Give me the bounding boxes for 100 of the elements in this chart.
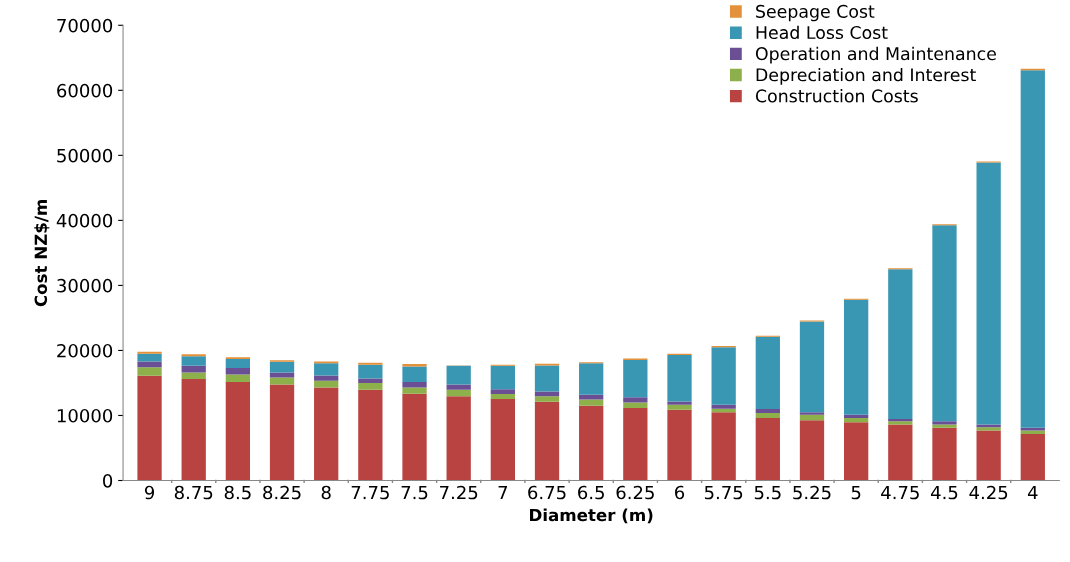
- y-tick-label: 40000: [56, 213, 113, 228]
- y-tick-label: 10000: [57, 408, 113, 423]
- x-tick-label: 4.5: [931, 485, 958, 500]
- bar: [755, 412, 780, 419]
- bar: [623, 408, 648, 481]
- bar: [711, 347, 736, 405]
- bar: [667, 409, 692, 481]
- bar: [225, 381, 251, 481]
- bar: [358, 382, 383, 390]
- bar: [490, 389, 515, 395]
- bar: [314, 375, 339, 381]
- bar: [799, 321, 825, 413]
- bar: [976, 430, 1001, 481]
- bar: [490, 398, 515, 481]
- bar: [225, 374, 251, 382]
- bar: [844, 414, 869, 419]
- x-tick-label: 8.25: [263, 485, 301, 500]
- bar: [799, 412, 825, 415]
- x-tick-label: 7.75: [351, 485, 389, 500]
- bar: [314, 387, 339, 481]
- bar: [1020, 430, 1045, 435]
- bar: [490, 394, 515, 399]
- bar: [137, 367, 162, 376]
- legend-label: Seepage Cost: [756, 4, 875, 22]
- bar: [755, 408, 780, 413]
- y-tick-label: 30000: [57, 278, 113, 293]
- bar: [534, 401, 560, 481]
- bar: [534, 391, 560, 397]
- bar: [932, 225, 957, 422]
- bar: [844, 299, 869, 415]
- bar: [181, 365, 206, 373]
- bar: [579, 363, 604, 395]
- bar: [1020, 70, 1045, 428]
- bar: [579, 399, 604, 406]
- legend-label: Operation and Maintenance: [755, 46, 996, 64]
- bar: [358, 364, 383, 379]
- bar: [755, 336, 780, 409]
- x-tick-label: 4: [1027, 485, 1038, 500]
- bar: [976, 162, 1001, 425]
- y-tick-label: 20000: [57, 343, 113, 358]
- bar: [314, 380, 339, 388]
- bar: [888, 269, 913, 420]
- bar: [579, 405, 604, 481]
- bar: [446, 389, 471, 397]
- bar: [932, 427, 957, 481]
- x-axis-title: Diameter (m): [530, 508, 653, 524]
- bar: [269, 361, 295, 373]
- bar: [402, 366, 427, 382]
- bar: [137, 353, 162, 362]
- bar: [490, 365, 515, 390]
- bar: [1020, 434, 1045, 481]
- bar: [181, 356, 206, 366]
- bar: [446, 396, 471, 481]
- bar: [844, 418, 869, 423]
- x-tick-label: 7: [498, 485, 508, 500]
- bar: [402, 387, 427, 394]
- x-tick-label: 6.5: [578, 485, 604, 500]
- bar: [799, 420, 825, 481]
- x-tick-label: 7.25: [440, 485, 478, 500]
- bar: [623, 397, 648, 403]
- bar: [358, 378, 383, 383]
- bar: [534, 396, 560, 402]
- bar: [358, 389, 383, 481]
- bar: [314, 363, 339, 376]
- bar: [269, 377, 295, 385]
- legend-label: Construction Costs: [755, 89, 918, 103]
- x-tick-label: 4.75: [881, 485, 919, 500]
- bar: [844, 422, 869, 481]
- bar: [446, 384, 471, 390]
- bar: [534, 365, 560, 392]
- bar: [402, 381, 427, 388]
- bar: [225, 368, 251, 375]
- bar: [711, 412, 736, 481]
- x-tick-label: 5.25: [793, 485, 831, 500]
- bar: [402, 393, 427, 481]
- y-axis-title: Cost NZ$/m: [34, 199, 50, 307]
- bar: [667, 355, 692, 402]
- x-tick-label: 8.75: [174, 485, 213, 500]
- x-tick-label: 8: [321, 485, 331, 500]
- x-tick-label: 5.75: [704, 485, 743, 500]
- y-tick-label: 0: [103, 473, 113, 488]
- bar: [667, 401, 692, 405]
- legend-label: Head Loss Cost: [756, 25, 888, 40]
- bar: [888, 424, 913, 481]
- x-tick-label: 6: [675, 485, 685, 500]
- bar: [225, 358, 251, 369]
- x-tick-label: 5.5: [754, 485, 781, 500]
- y-tick-label: 70000: [57, 18, 113, 33]
- bar: [667, 404, 692, 410]
- legend-label: Depreciation and Interest: [756, 67, 976, 85]
- x-tick-label: 8.5: [224, 485, 251, 500]
- x-tick-label: 4.25: [969, 485, 1008, 500]
- bar: [137, 375, 162, 481]
- x-tick-label: 5: [851, 485, 861, 500]
- bar: [623, 402, 648, 408]
- x-tick-label: 6.75: [528, 485, 566, 500]
- x-tick-label: 6.25: [616, 485, 654, 500]
- bar: [181, 379, 206, 481]
- bar: [755, 418, 780, 481]
- bar: [402, 364, 427, 367]
